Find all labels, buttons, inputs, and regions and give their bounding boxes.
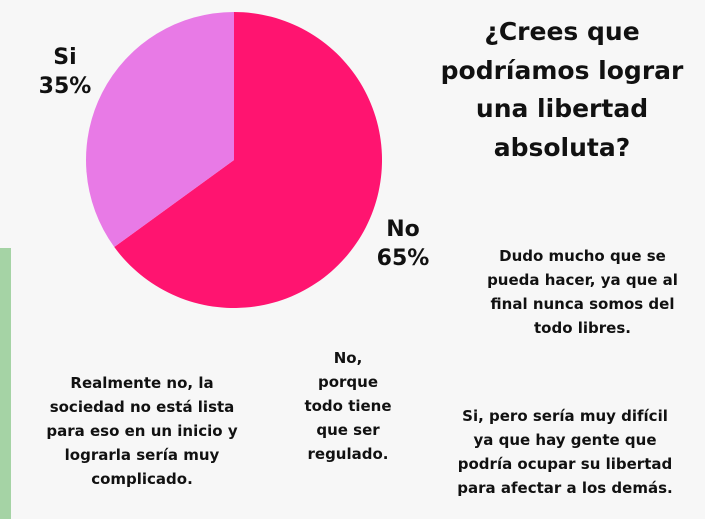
chart-title-line-4: absoluta? (493, 132, 631, 162)
comment-realmente-no: Realmente no, la sociedad no está lista … (22, 371, 262, 491)
chart-title-line-1: ¿Crees que (484, 17, 640, 46)
comment-line: complicado. (91, 470, 193, 488)
comment-line: Realmente no, la (70, 374, 214, 392)
chart-title-line-3: una libertad (475, 94, 649, 123)
comment-line: pueda hacer, ya que al (487, 271, 678, 289)
comment-line: Dudo mucho que se (499, 247, 666, 265)
comment-si-pero: Si, pero sería muy difícil ya que hay ge… (430, 404, 700, 500)
comment-line: todo libres. (534, 319, 631, 337)
comment-line: No, (333, 349, 363, 367)
comment-line: podría ocupar su libertad (457, 455, 673, 473)
chart-title: ¿Crees que podríamos lograr una libertad… (434, 13, 690, 167)
slice-label-no-value: 65% (376, 246, 430, 271)
comment-line: regulado. (307, 445, 389, 463)
comment-no-porque: No, porque todo tiene que ser regulado. (288, 346, 408, 466)
comment-line: que ser (316, 421, 380, 439)
comment-line: para eso en un inicio y (46, 422, 238, 440)
slice-label-si-name: Si (53, 45, 77, 70)
slice-label-si-value: 35% (38, 74, 92, 99)
comment-line: ya que hay gente que (473, 431, 657, 449)
pie-slice-si (86, 12, 235, 247)
pie-slice-no (114, 11, 383, 308)
comment-line: final nunca somos del (490, 295, 675, 313)
comment-line: porque (317, 373, 379, 391)
comment-line: para afectar a los demás. (457, 479, 673, 497)
chart-title-line-2: podríamos lograr (440, 55, 684, 85)
comment-line: lograrla sería muy (64, 446, 220, 464)
slice-label-si: Si 35% (30, 43, 100, 101)
comment-line: Si, pero sería muy difícil (462, 407, 668, 425)
accent-strip (0, 248, 11, 519)
comment-line: todo tiene (304, 397, 392, 415)
comment-line: sociedad no está lista (49, 398, 235, 416)
comment-dudo-mucho: Dudo mucho que se pueda hacer, ya que al… (470, 244, 695, 340)
slice-label-no: No 65% (368, 215, 438, 273)
slice-label-no-name: No (386, 217, 420, 242)
